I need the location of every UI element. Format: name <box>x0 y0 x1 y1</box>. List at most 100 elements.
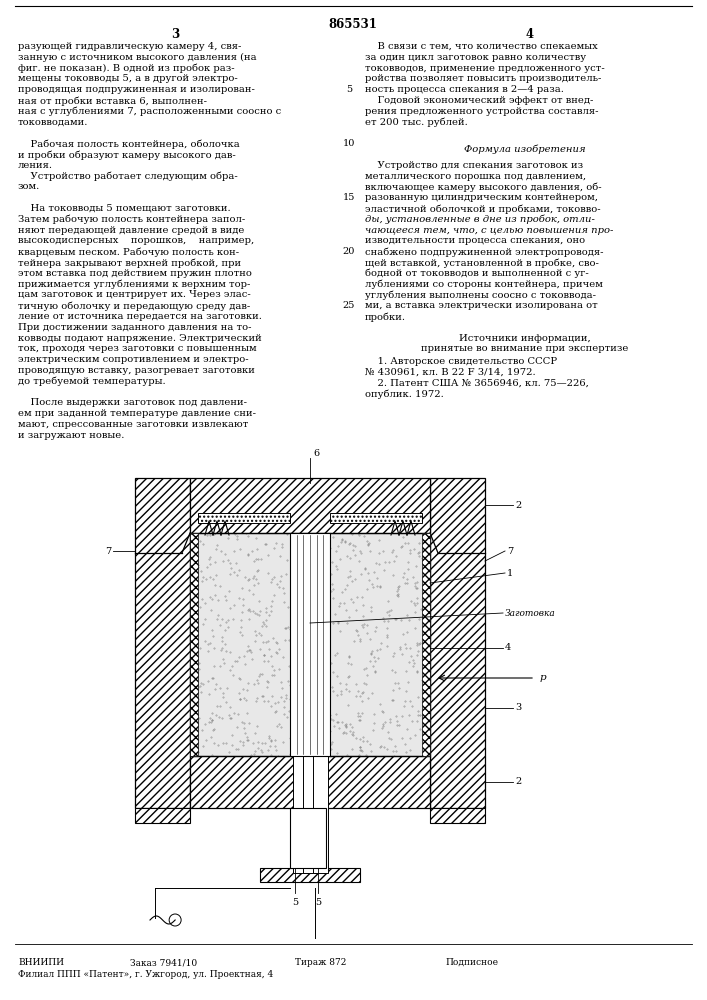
Text: 5: 5 <box>346 85 352 94</box>
Text: разованную цилиндрическим контейнером,: разованную цилиндрическим контейнером, <box>365 193 598 202</box>
Bar <box>430 478 485 808</box>
Bar <box>303 756 318 873</box>
Bar <box>190 533 430 756</box>
Text: и загружают новые.: и загружают новые. <box>18 431 124 440</box>
Text: принятые во внимание при экспертизе: принятые во внимание при экспертизе <box>421 344 629 353</box>
Text: ды, установленные в дне из пробок, отли-: ды, установленные в дне из пробок, отли- <box>365 215 595 224</box>
Text: ность процесса спекания в 2—4 раза.: ность процесса спекания в 2—4 раза. <box>365 85 564 94</box>
Bar <box>260 868 360 882</box>
Text: разующей гидравлическую камеру 4, свя-: разующей гидравлическую камеру 4, свя- <box>18 42 241 51</box>
Text: 3: 3 <box>171 28 179 41</box>
Text: Заказ 7941/10: Заказ 7941/10 <box>130 958 197 967</box>
Text: мещены токовводы 5, а в другой электро-: мещены токовводы 5, а в другой электро- <box>18 74 238 83</box>
Text: углубления выполнены соосно с токоввода-: углубления выполнены соосно с токоввода- <box>365 290 596 300</box>
Text: прижимается углублениями к верхним тор-: прижимается углублениями к верхним тор- <box>18 280 250 289</box>
Bar <box>293 756 308 873</box>
Bar <box>135 808 190 823</box>
Text: После выдержки заготовок под давлени-: После выдержки заготовок под давлени- <box>18 398 247 407</box>
Text: цам заготовок и центрирует их. Через элас-: цам заготовок и центрирует их. Через эла… <box>18 290 251 299</box>
Bar <box>190 478 430 533</box>
Text: 3: 3 <box>515 704 521 712</box>
Text: В связи с тем, что количество спекаемых: В связи с тем, что количество спекаемых <box>365 42 597 51</box>
Bar <box>190 533 430 756</box>
Text: токовводов, применение предложенного уст-: токовводов, применение предложенного уст… <box>365 64 604 73</box>
Text: снабжено подпружиненной электропроводя-: снабжено подпружиненной электропроводя- <box>365 247 604 257</box>
Text: 2: 2 <box>515 778 521 786</box>
Bar <box>290 808 326 868</box>
Text: На токовводы 5 помещают заготовки.: На токовводы 5 помещают заготовки. <box>18 204 230 213</box>
Bar <box>313 756 328 873</box>
Text: 25: 25 <box>343 301 355 310</box>
Text: ем при заданной температуре давление сни-: ем при заданной температуре давление сни… <box>18 409 256 418</box>
Text: зом.: зом. <box>18 182 40 191</box>
Text: 865531: 865531 <box>329 18 378 31</box>
Text: Затем рабочую полость контейнера запол-: Затем рабочую полость контейнера запол- <box>18 215 245 224</box>
Text: высокодисперсных    порошков,    например,: высокодисперсных порошков, например, <box>18 236 255 245</box>
Text: опублик. 1972.: опублик. 1972. <box>365 390 444 399</box>
Text: занную с источником высокого давления (на: занную с источником высокого давления (н… <box>18 53 257 62</box>
Text: 4: 4 <box>526 28 534 41</box>
Text: тейнера закрывают верхней пробкой, при: тейнера закрывают верхней пробкой, при <box>18 258 241 267</box>
Text: Филиал ППП «Патент», г. Ужгород, ул. Проектная, 4: Филиал ППП «Патент», г. Ужгород, ул. Про… <box>18 970 273 979</box>
Text: ми, а вставка электрически изолирована от: ми, а вставка электрически изолирована о… <box>365 301 597 310</box>
Bar <box>430 808 485 823</box>
Text: ет 200 тыс. рублей.: ет 200 тыс. рублей. <box>365 118 468 127</box>
Text: Источники информации,: Источники информации, <box>459 334 591 343</box>
Text: 10: 10 <box>343 139 355 148</box>
Text: 6: 6 <box>313 450 319 458</box>
Text: щей вставкой, установленной в пробке, сво-: щей вставкой, установленной в пробке, св… <box>365 258 599 267</box>
Text: 5: 5 <box>292 898 298 907</box>
Text: Тираж 872: Тираж 872 <box>295 958 346 967</box>
Text: бодной от токовводов и выполненной с уг-: бодной от токовводов и выполненной с уг- <box>365 269 589 278</box>
Text: тичную оболочку и передающую среду дав-: тичную оболочку и передающую среду дав- <box>18 301 250 311</box>
Text: 4: 4 <box>505 644 511 652</box>
Text: Рабочая полость контейнера, оболочка: Рабочая полость контейнера, оболочка <box>18 139 240 149</box>
Text: пробки.: пробки. <box>365 312 406 322</box>
Text: фиг. не показан). В одной из пробок раз-: фиг. не показан). В одной из пробок раз- <box>18 64 235 73</box>
Text: няют передающей давление средой в виде: няют передающей давление средой в виде <box>18 226 245 235</box>
Text: эластичной оболочкой и пробками, токовво-: эластичной оболочкой и пробками, токовво… <box>365 204 601 214</box>
Text: Заготовка: Заготовка <box>505 608 556 617</box>
Text: проводящая подпружиненная и изолирован-: проводящая подпружиненная и изолирован- <box>18 85 255 94</box>
Text: 5: 5 <box>315 898 321 907</box>
Bar <box>190 533 198 756</box>
Text: мают, спрессованные заготовки извлекают: мают, спрессованные заготовки извлекают <box>18 420 248 429</box>
Text: Устройство для спекания заготовок из: Устройство для спекания заготовок из <box>365 161 583 170</box>
Text: изводительности процесса спекания, оно: изводительности процесса спекания, оно <box>365 236 585 245</box>
Text: Формула изобретения: Формула изобретения <box>464 145 586 154</box>
Text: ная от пробки вставка 6, выполнен-: ная от пробки вставка 6, выполнен- <box>18 96 207 105</box>
Text: ВНИИПИ: ВНИИПИ <box>18 958 64 967</box>
Bar <box>190 756 430 808</box>
Text: Годовой экономический эффект от внед-: Годовой экономический эффект от внед- <box>365 96 593 105</box>
Bar <box>290 533 330 756</box>
Text: проводящую вставку, разогревает заготовки: проводящую вставку, разогревает заготовк… <box>18 366 255 375</box>
Text: ление от источника передается на заготовки.: ление от источника передается на заготов… <box>18 312 262 321</box>
Text: ройства позволяет повысить производитель-: ройства позволяет повысить производитель… <box>365 74 602 83</box>
Text: 1: 1 <box>507 568 513 578</box>
Text: включающее камеру высокого давления, об-: включающее камеру высокого давления, об- <box>365 182 602 192</box>
Text: этом вставка под действием пружин плотно: этом вставка под действием пружин плотно <box>18 269 252 278</box>
Text: за один цикл заготовок равно количеству: за один цикл заготовок равно количеству <box>365 53 586 62</box>
Text: 1. Авторское свидетельство СССР: 1. Авторское свидетельство СССР <box>365 357 557 366</box>
Text: Подписное: Подписное <box>445 958 498 967</box>
Text: ления.: ления. <box>18 161 53 170</box>
Text: 15: 15 <box>343 193 355 202</box>
Bar <box>330 513 422 523</box>
Text: Устройство работает следующим обра-: Устройство работает следующим обра- <box>18 172 238 181</box>
Text: ная с углублениями 7, расположенными соосно с: ная с углублениями 7, расположенными соо… <box>18 107 281 116</box>
Text: лублениями со стороны контейнера, причем: лублениями со стороны контейнера, причем <box>365 280 603 289</box>
Text: кварцевым песком. Рабочую полость кон-: кварцевым песком. Рабочую полость кон- <box>18 247 239 257</box>
Text: до требуемой температуры.: до требуемой температуры. <box>18 377 165 386</box>
Text: металлического порошка под давлением,: металлического порошка под давлением, <box>365 172 586 181</box>
Text: токовводами.: токовводами. <box>18 118 88 127</box>
Text: чающееся тем, что, с целью повышения про-: чающееся тем, что, с целью повышения про… <box>365 226 614 235</box>
Bar <box>198 513 290 523</box>
Text: p: p <box>540 674 547 682</box>
Text: 20: 20 <box>343 247 355 256</box>
Text: 2. Патент США № 3656946, кл. 75—226,: 2. Патент США № 3656946, кл. 75—226, <box>365 379 589 388</box>
Text: № 430961, кл. В 22 F 3/14, 1972.: № 430961, кл. В 22 F 3/14, 1972. <box>365 368 536 377</box>
Bar <box>135 478 190 808</box>
Text: 7: 7 <box>105 546 111 556</box>
Text: ток, проходя через заготовки с повышенным: ток, проходя через заготовки с повышенны… <box>18 344 257 353</box>
Text: При достижении заданного давления на то-: При достижении заданного давления на то- <box>18 323 252 332</box>
